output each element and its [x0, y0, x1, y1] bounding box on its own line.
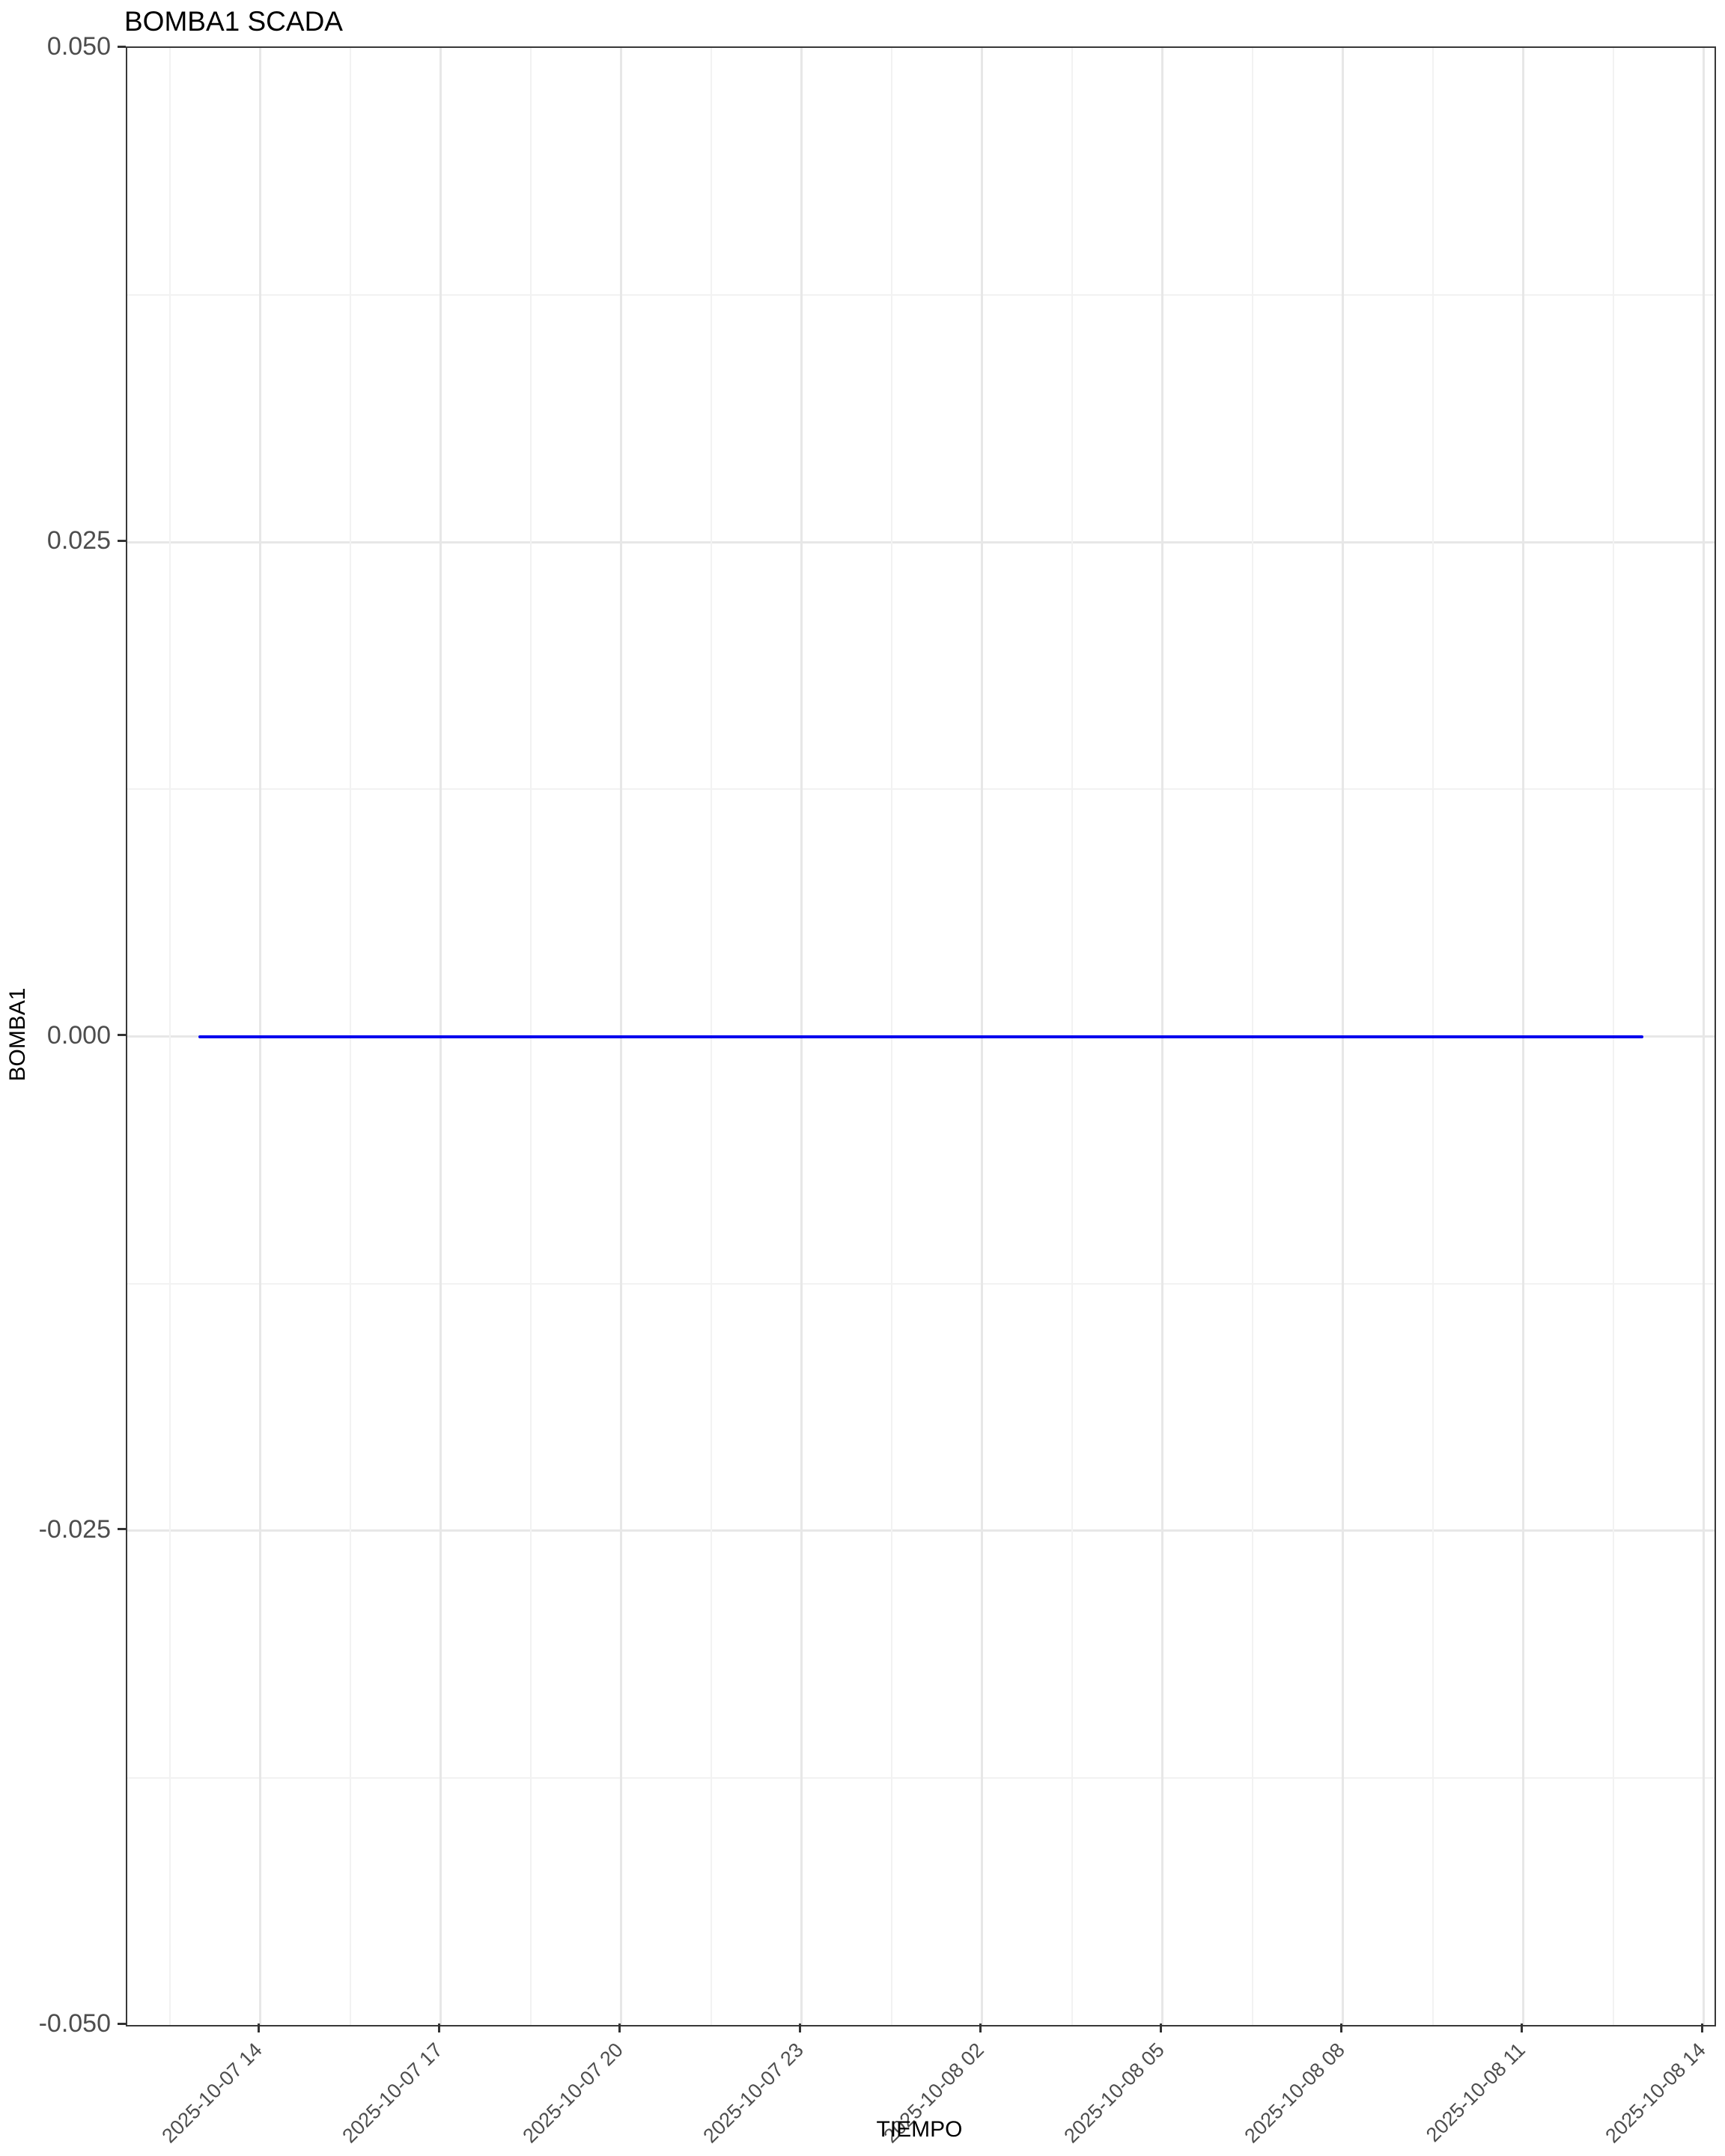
y-tick-label: 0.000 — [46, 1020, 111, 1050]
y-tick-label: 0.025 — [46, 526, 111, 555]
plot-panel — [126, 46, 1716, 2026]
x-tick-mark — [618, 2023, 621, 2032]
data-line-bomba1 — [198, 1035, 1643, 1038]
y-tick-mark — [118, 45, 126, 48]
gridline-minor-h — [127, 1282, 1715, 1285]
y-tick-mark — [118, 1034, 126, 1036]
gridline-major-h — [127, 1529, 1715, 1532]
x-tick-mark — [1520, 2023, 1523, 2032]
gridline-major-v — [1702, 48, 1705, 2025]
x-tick-mark — [798, 2023, 801, 2032]
x-tick-mark — [1700, 2023, 1703, 2032]
gridline-minor-h — [127, 1776, 1715, 1779]
x-axis-title: TIEMPO — [876, 2117, 963, 2142]
y-tick-label: -0.025 — [38, 1514, 111, 1544]
y-tick-label: -0.050 — [38, 2009, 111, 2038]
x-tick-mark — [979, 2023, 982, 2032]
chart-title: BOMBA1 SCADA — [124, 6, 343, 37]
gridline-minor-v — [168, 48, 171, 2025]
gridline-minor-h — [127, 788, 1715, 791]
x-tick-mark — [1339, 2023, 1342, 2032]
y-tick-mark — [118, 2022, 126, 2025]
y-tick-label: 0.050 — [46, 32, 111, 61]
gridline-minor-h — [127, 294, 1715, 296]
x-tick-mark — [1159, 2023, 1162, 2032]
y-tick-mark — [118, 1528, 126, 1531]
y-tick-mark — [118, 539, 126, 542]
x-tick-mark — [257, 2023, 260, 2032]
y-axis-title: BOMBA1 — [5, 987, 30, 1082]
x-tick-mark — [437, 2023, 440, 2032]
gridline-major-h — [127, 540, 1715, 543]
